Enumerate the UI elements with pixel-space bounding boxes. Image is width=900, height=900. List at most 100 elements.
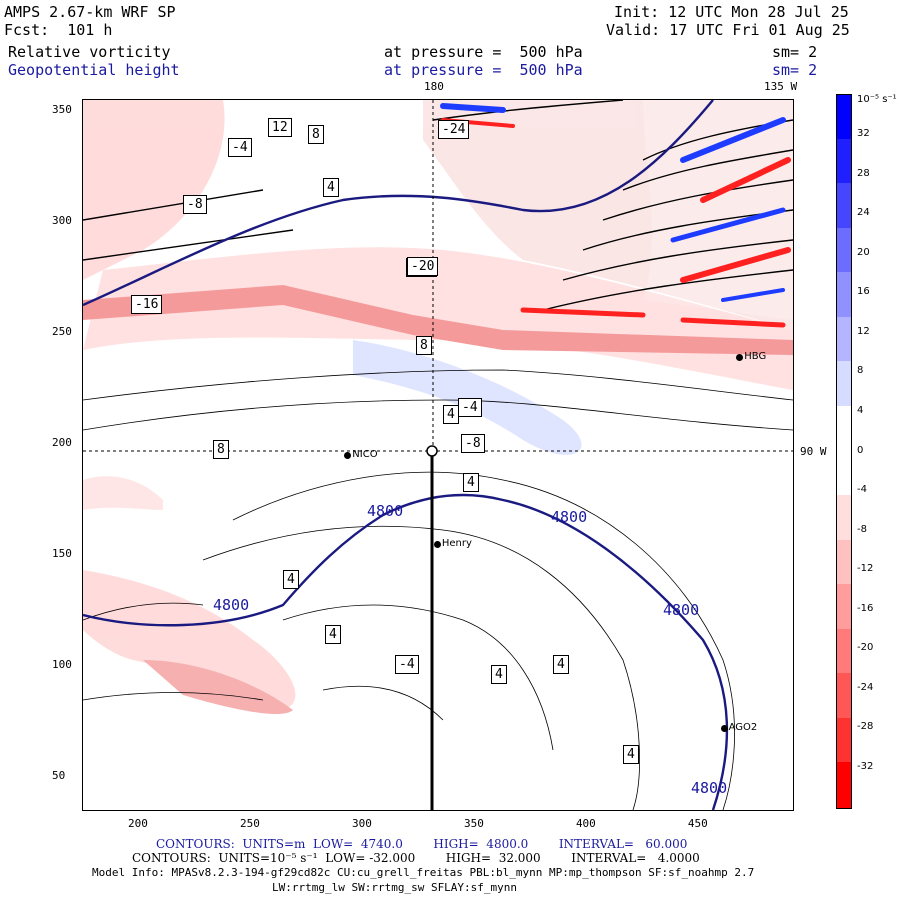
colorbar-label: 8 bbox=[857, 365, 864, 377]
station-label: AGO2 bbox=[728, 721, 758, 733]
height-contour-label: 4800 bbox=[551, 508, 588, 526]
field1-label: Relative vorticity bbox=[8, 43, 171, 61]
colorbar-label: -12 bbox=[857, 563, 874, 575]
colorbar-label: 4 bbox=[857, 404, 864, 416]
colorbar-swatch bbox=[837, 628, 851, 674]
y-tick-label: 50 bbox=[52, 768, 66, 782]
dense-contours bbox=[83, 100, 793, 311]
height-contours bbox=[83, 100, 729, 810]
vorticity-contour-label: 12 bbox=[268, 118, 292, 137]
colorbar-swatch bbox=[837, 227, 851, 273]
colorbar-label: 28 bbox=[857, 167, 870, 179]
colorbar-swatch bbox=[837, 316, 851, 362]
station-marker[interactable] bbox=[736, 354, 744, 362]
colorbar-swatch bbox=[837, 762, 851, 808]
colorbar-label: 32 bbox=[857, 128, 870, 139]
vorticity-contour-label: 8 bbox=[416, 336, 432, 355]
height-contour-label: 4800 bbox=[213, 596, 250, 614]
colorbar-label: 24 bbox=[857, 207, 870, 219]
field2-label: Geopotential height bbox=[8, 61, 180, 79]
station-marker[interactable] bbox=[720, 724, 728, 732]
colorbar-swatch bbox=[837, 717, 851, 763]
map-canvas bbox=[83, 100, 793, 810]
init-time: Init: 12 UTC Mon 28 Jul 25 bbox=[614, 3, 849, 21]
colorbar-label: 16 bbox=[857, 286, 870, 298]
vorticity-contour-label: -20 bbox=[407, 257, 439, 276]
vorticity-contours bbox=[83, 369, 793, 810]
vorticity-shading bbox=[83, 100, 793, 715]
vorticity-contour-label: -4 bbox=[395, 655, 419, 674]
height-contour-info: CONTOURS: UNITS=m LOW= 4740.0 HIGH= 4800… bbox=[156, 837, 688, 851]
x-tick-label: 250 bbox=[239, 817, 260, 830]
vorticity-contour-label: 4 bbox=[443, 405, 459, 424]
vorticity-contour-label: 8 bbox=[308, 125, 324, 144]
model-title: AMPS 2.67-km WRF SP bbox=[4, 3, 176, 21]
model-info: Model Info: MPASv8.2.3-194-gf29cd82c CU:… bbox=[92, 866, 755, 879]
height-contour-label: 4800 bbox=[367, 502, 404, 520]
forecast-hour: Fcst: 101 h bbox=[4, 21, 113, 39]
height-contour-label: 4800 bbox=[663, 601, 700, 619]
label-180: 180 bbox=[424, 80, 444, 93]
x-tick-label: 350 bbox=[463, 817, 484, 830]
y-tick-label: 300 bbox=[52, 214, 72, 228]
colorbar-swatch bbox=[837, 450, 851, 496]
vorticity-contour-label: 8 bbox=[213, 440, 229, 459]
vorticity-contour-label: -8 bbox=[461, 434, 485, 453]
vorticity-contour-label: -4 bbox=[458, 398, 482, 417]
vorticity-contour-label: 4 bbox=[325, 625, 341, 644]
vorticity-contour-label: -8 bbox=[183, 195, 207, 214]
x-tick-label: 400 bbox=[575, 817, 596, 830]
x-tick-label: 300 bbox=[351, 817, 372, 830]
y-tick-label: 350 bbox=[52, 103, 72, 117]
vorticity-contour-label: 4 bbox=[283, 570, 299, 589]
vorticity-contour-label: -24 bbox=[438, 120, 470, 139]
x-tick-label: 450 bbox=[687, 817, 708, 830]
colorbar-swatch bbox=[837, 405, 851, 451]
y-tick-label: 150 bbox=[52, 546, 72, 560]
station-label: NICO bbox=[352, 449, 378, 460]
y-tick-label: 250 bbox=[52, 324, 72, 338]
vorticity-contour-label: 4 bbox=[323, 178, 339, 197]
label-135w: 135 W bbox=[764, 80, 798, 93]
station-label: HBG bbox=[744, 351, 767, 363]
colorbar-label: -8 bbox=[857, 523, 867, 535]
colorbar-swatch bbox=[837, 539, 851, 585]
colorbar-label: 20 bbox=[857, 246, 870, 258]
colorbar-label: 12 bbox=[857, 325, 870, 337]
map-plot[interactable]: Henry NICO HBG AGO2 4800 4800 4800 4800 480… bbox=[82, 99, 794, 811]
colorbar-label: -24 bbox=[857, 681, 874, 693]
colorbar-swatch bbox=[837, 272, 851, 318]
colorbar-label: -16 bbox=[857, 602, 874, 614]
colorbar-swatch bbox=[837, 138, 851, 184]
station-marker[interactable] bbox=[433, 540, 441, 548]
y-tick-label: 100 bbox=[52, 657, 72, 671]
colorbar-label: 0 bbox=[857, 444, 864, 456]
colorbar-label: -32 bbox=[857, 761, 874, 772]
vorticity-contour-label: 4 bbox=[463, 473, 479, 492]
colorbar-swatch bbox=[837, 495, 851, 541]
colorbar-swatch bbox=[837, 673, 851, 719]
colorbar-label: -20 bbox=[857, 642, 874, 654]
colorbar-label: -4 bbox=[857, 484, 867, 496]
colorbar-swatch bbox=[837, 183, 851, 229]
vorticity-contour-info: CONTOURS: UNITS=10⁻⁵ s⁻¹ LOW= -32.000 HI… bbox=[132, 851, 700, 865]
colorbar-label: -28 bbox=[857, 721, 874, 733]
colorbar-swatch bbox=[837, 584, 851, 630]
pressure2-label: at pressure = 500 hPa bbox=[384, 61, 583, 79]
smoothing1-label: sm= 2 bbox=[772, 43, 818, 61]
vorticity-contour-label: 4 bbox=[491, 665, 507, 684]
smoothing2-label: sm= 2 bbox=[772, 61, 818, 79]
vorticity-contour-label: 4 bbox=[623, 745, 639, 764]
station-marker[interactable] bbox=[344, 452, 352, 459]
model-physics: LW:rrtmg_lw SW:rrtmg_sw SFLAY:sf_mynn bbox=[272, 881, 518, 894]
vorticity-contour-label: -16 bbox=[131, 295, 163, 314]
vorticity-contour-label: 4 bbox=[553, 655, 569, 674]
colorbar-frame bbox=[836, 94, 852, 809]
colorbar-swatch bbox=[837, 94, 851, 140]
station-label: Henry bbox=[441, 537, 472, 549]
colorbar-swatch bbox=[837, 361, 851, 407]
label-90w: 90 W bbox=[800, 445, 827, 458]
height-contour-label: 4800 bbox=[691, 779, 728, 797]
colorbar-unit: 10⁻⁵ s⁻¹ bbox=[857, 94, 897, 105]
cross-section-center-marker bbox=[426, 445, 438, 457]
